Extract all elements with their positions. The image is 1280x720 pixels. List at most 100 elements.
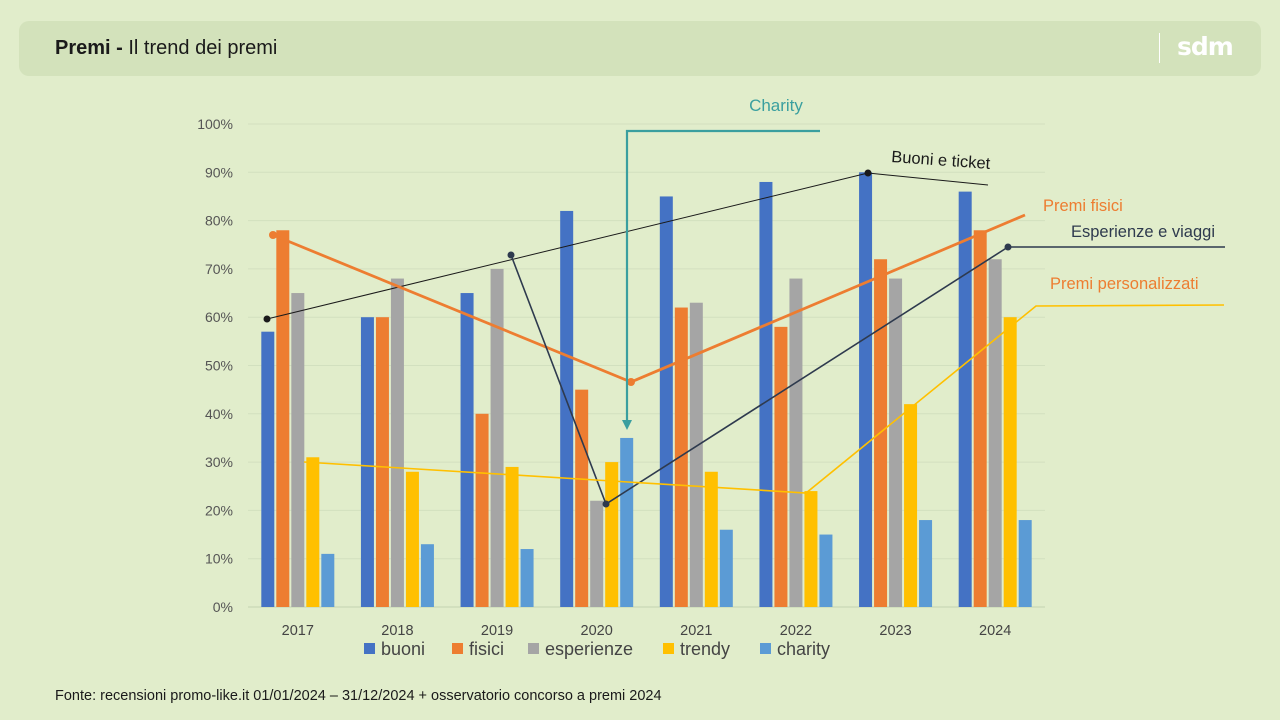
fisici-trend-dot [627,378,635,386]
page-title-bold: Premi - [55,37,123,59]
x-tick-label: 2023 [879,623,911,639]
bar-charity-2022 [819,534,833,607]
chart-legend: buoni fisici esperienze trendy charity [364,639,830,659]
bar-fisici-2019 [475,413,489,607]
bar-charity-2021 [719,529,733,607]
x-tick-label: 2021 [680,623,712,639]
buoni-trend-dot [864,169,872,177]
bar-charity-2018 [420,544,434,607]
bar-charity-2020 [620,437,634,607]
x-axis-ticks: 2017 2018 2019 2020 2021 2022 2023 2024 [282,623,1012,639]
annotation-fisici-line [269,213,1026,386]
bar-buoni-2017 [261,331,275,607]
annotation-personalizzati-line [303,304,1225,494]
legend-swatch-buoni [364,643,375,654]
bar-trendy-2024 [1003,317,1017,607]
bar-buoni-2018 [360,317,374,607]
x-tick-label: 2024 [979,623,1011,639]
bar-fisici-2017 [276,230,290,607]
x-tick-label: 2019 [481,623,513,639]
esperienze-trend-dot [602,500,610,508]
buoni-trend-dot [263,315,271,323]
charity-arrow-head [622,420,632,430]
bar-charity-2019 [520,549,534,607]
bar-buoni-2022 [759,181,773,607]
bar-charity-2023 [919,520,933,607]
bar-esperienze-2020 [590,500,604,607]
annotation-buoni-line [263,169,989,323]
bar-buoni-2019 [460,293,474,607]
bar-buoni-2023 [859,172,873,608]
header-bar: Premi - Il trend dei premi sdm [19,21,1261,76]
bar-fisici-2024 [973,230,987,607]
bar-trendy-2018 [405,471,419,607]
charity-arrow-line [625,129,820,424]
y-tick-label: 50% [205,358,233,374]
y-axis-ticks: 0% 10% 20% 30% 40% 50% 60% 70% 80% 90% 100% [197,116,233,615]
annotation-charity-arrow [622,129,820,430]
legend-label-esperienze: esperienze [545,639,633,659]
bar-buoni-2021 [659,196,673,607]
y-tick-label: 100% [197,116,233,132]
bar-esperienze-2022 [789,278,803,607]
page-title-rest: Il trend dei premi [122,37,278,59]
bar-buoni-2024 [958,191,972,607]
bar-charity-2017 [321,553,335,607]
y-tick-label: 20% [205,502,233,518]
legend-swatch-charity [760,643,771,654]
legend-label-trendy: trendy [680,639,730,659]
legend-label-buoni: buoni [381,639,425,659]
bar-esperienze-2024 [988,259,1002,607]
source-note: Fonte: recensioni promo-like.it 01/01/20… [55,688,662,704]
sdm-logo: sdm [1177,32,1234,61]
x-tick-label: 2022 [780,623,812,639]
esperienze-trend-dot [1004,243,1012,251]
x-tick-label: 2017 [282,623,314,639]
bar-fisici-2021 [674,307,688,607]
page-title: Premi - Il trend dei premi [55,37,277,60]
bar-esperienze-2019 [490,268,504,607]
bar-fisici-2022 [774,326,788,607]
bar-trendy-2017 [306,457,320,607]
esperienze-trend-line [510,246,1225,506]
bar-esperienze-2021 [689,302,703,607]
y-tick-label: 70% [205,261,233,277]
y-tick-label: 90% [205,164,233,180]
bar-buoni-2020 [560,210,574,607]
y-tick-label: 10% [205,551,233,567]
bar-trendy-2020 [605,462,619,607]
y-tick-label: 60% [205,309,233,325]
bar-trendy-2021 [704,471,718,607]
annotation-charity-label: Charity [749,96,803,115]
legend-label-charity: charity [777,639,830,659]
annotation-esperienze-label: Esperienze e viaggi [1071,223,1215,241]
esperienze-trend-dot [507,251,515,259]
bar-esperienze-2018 [390,278,404,607]
x-tick-label: 2018 [381,623,413,639]
bar-trendy-2019 [505,466,519,607]
bar-fisici-2018 [375,317,389,607]
legend-swatch-esperienze [528,643,539,654]
legend-label-fisici: fisici [469,639,504,659]
y-tick-label: 40% [205,406,233,422]
x-tick-label: 2020 [581,623,613,639]
chart-bars [261,172,1032,608]
personalizzati-trend-line [303,304,1225,494]
bar-trendy-2023 [904,404,918,607]
annotation-esperienze-line [507,243,1225,508]
y-tick-label: 30% [205,454,233,470]
logo-divider [1159,33,1160,63]
bar-esperienze-2023 [889,278,903,607]
annotation-fisici-label: Premi fisici [1043,197,1123,215]
annotation-personalizzati-label: Premi personalizzati [1050,275,1199,293]
legend-swatch-trendy [663,643,674,654]
y-tick-label: 0% [213,599,233,615]
bar-esperienze-2017 [291,293,305,607]
bar-fisici-2020 [575,389,589,607]
bar-charity-2024 [1018,520,1032,607]
annotation-buoni-label: Buoni e ticket [891,148,991,173]
legend-swatch-fisici [452,643,463,654]
y-tick-label: 80% [205,213,233,229]
bar-trendy-2022 [804,491,818,607]
